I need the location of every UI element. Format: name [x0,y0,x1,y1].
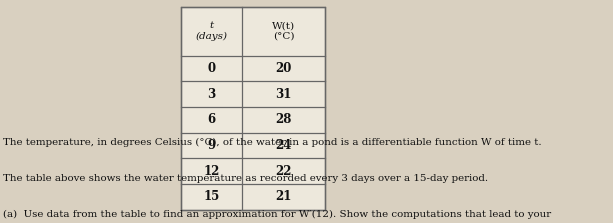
Text: W(t)
(°C): W(t) (°C) [272,22,295,41]
Text: 6: 6 [207,113,216,126]
Text: 0: 0 [207,62,216,75]
Text: 21: 21 [275,190,292,203]
Text: 22: 22 [275,165,292,178]
Text: 31: 31 [275,88,292,101]
Text: 28: 28 [275,113,292,126]
Text: 12: 12 [204,165,219,178]
Text: The temperature, in degrees Celsius (°C), of the water in a pond is a differenti: The temperature, in degrees Celsius (°C)… [3,138,542,147]
FancyBboxPatch shape [181,7,325,210]
Text: The table above shows the water temperature as recorded every 3 days over a 15-d: The table above shows the water temperat… [3,174,488,183]
Text: 15: 15 [204,190,219,203]
Text: 3: 3 [207,88,216,101]
Text: 24: 24 [275,139,292,152]
Text: 9: 9 [207,139,216,152]
Text: 20: 20 [275,62,292,75]
Text: t
(days): t (days) [196,21,227,41]
Text: (a)  Use data from the table to find an approximation for W′(12). Show the compu: (a) Use data from the table to find an a… [3,210,551,219]
